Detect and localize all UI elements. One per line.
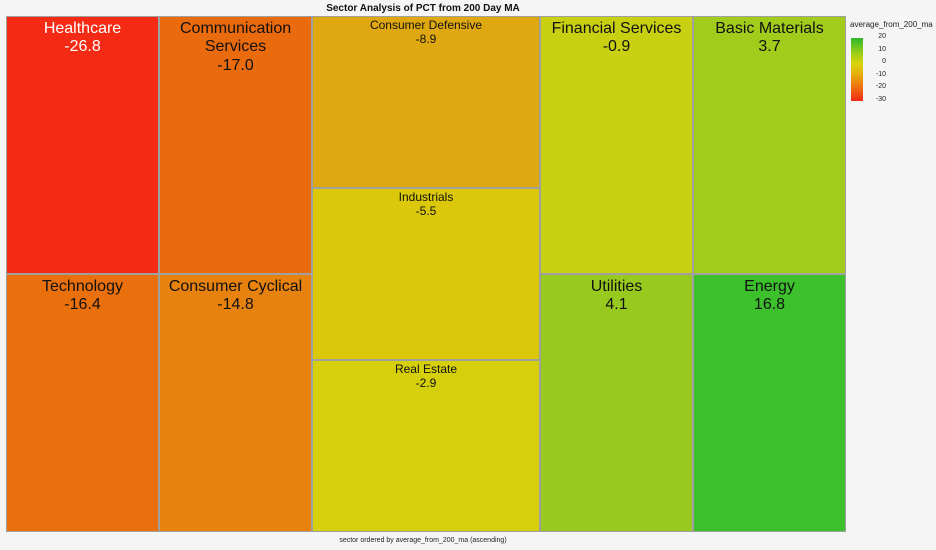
legend-tick-label: 20	[878, 33, 886, 40]
treemap-tile-financial-services[interactable]: Financial Services -0.9	[540, 16, 693, 274]
legend-tick-label: -30	[875, 96, 886, 103]
tile-value-financial-services: -0.9	[602, 38, 631, 56]
treemap-tile-communication-services[interactable]: Communication Services -17.0	[159, 16, 312, 274]
tile-value-basic-materials: 3.7	[758, 38, 781, 56]
tile-value-healthcare: -26.8	[64, 38, 101, 56]
treemap-plot-area: Healthcare -26.8 Communication Services -17…	[6, 16, 846, 532]
legend-tick-label: -10	[875, 70, 886, 78]
tile-value-communication-services: -17.0	[217, 56, 254, 74]
treemap-tile-healthcare[interactable]: Healthcare -26.8	[6, 16, 159, 274]
tile-label-financial-services: Financial Services	[551, 20, 682, 37]
tile-label-healthcare: Healthcare	[43, 20, 122, 37]
tile-value-consumer-cyclical: -14.8	[217, 296, 254, 314]
treemap-tile-real-estate[interactable]: Real Estate -2.9	[312, 360, 540, 532]
tile-label-consumer-cyclical: Consumer Cyclical	[168, 278, 303, 295]
tile-label-consumer-defensive: Consumer Defensive	[369, 18, 483, 32]
tile-value-technology: -16.4	[64, 296, 101, 314]
legend-tick-label: 10	[878, 45, 886, 53]
treemap-tile-consumer-cyclical[interactable]: Consumer Cyclical -14.8	[159, 274, 312, 532]
tile-label-basic-materials: Basic Materials	[715, 20, 824, 37]
tile-label-utilities: Utilities	[590, 278, 643, 295]
treemap-tile-consumer-defensive[interactable]: Consumer Defensive -8.9	[312, 16, 540, 188]
treemap-tile-industrials[interactable]: Industrials -5.5	[312, 188, 540, 360]
treemap-tile-technology[interactable]: Technology -16.4	[6, 274, 159, 532]
tile-value-utilities: 4.1	[605, 296, 628, 314]
treemap-tile-energy[interactable]: Energy 16.8	[693, 274, 846, 532]
legend-tick-label: -20	[875, 83, 886, 91]
tile-value-consumer-defensive: -8.9	[415, 31, 437, 46]
legend-title: average_from_200_ma	[850, 20, 933, 29]
treemap-tile-basic-materials[interactable]: Basic Materials 3.7	[693, 16, 846, 274]
legend-color-scale	[851, 38, 863, 101]
treemap-tile-utilities[interactable]: Utilities 4.1	[540, 274, 693, 532]
tile-label-communication-services: Communication Services	[180, 20, 292, 56]
chart-title: Sector Analysis of PCT from 200 Day MA	[326, 3, 520, 14]
tile-value-industrials: -5.5	[415, 203, 437, 218]
legend-tick-label: 0	[882, 58, 886, 66]
chart-footer-note: sector ordered by average_from_200_ma (a…	[339, 537, 507, 544]
tile-label-technology: Technology	[42, 278, 123, 295]
tile-label-energy: Energy	[744, 278, 795, 295]
tile-value-energy: 16.8	[753, 296, 786, 314]
tile-value-real-estate: -2.9	[415, 375, 437, 390]
tile-label-real-estate: Real Estate	[394, 362, 458, 376]
tile-label-industrials: Industrials	[398, 190, 454, 204]
